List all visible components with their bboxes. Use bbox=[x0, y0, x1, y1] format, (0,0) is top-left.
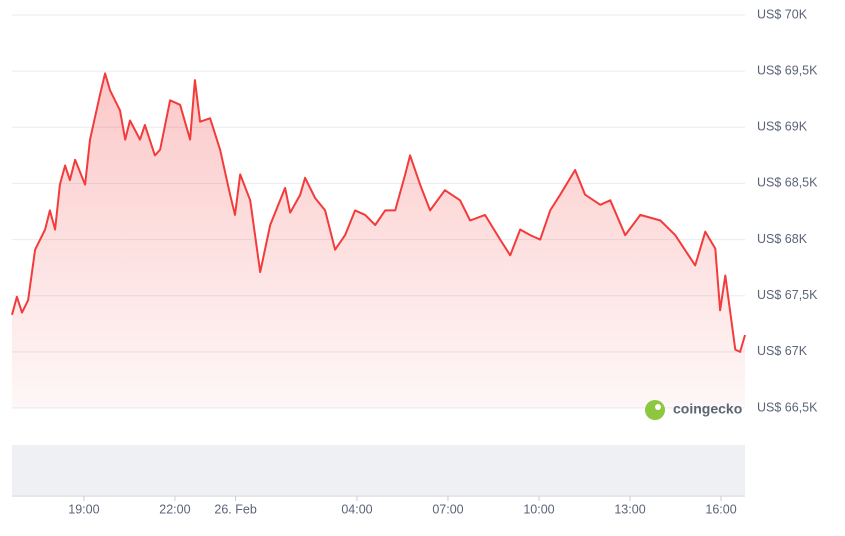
x-tick-label: 10:00 bbox=[523, 502, 554, 516]
y-tick-label: US$ 69K bbox=[757, 120, 808, 134]
x-tick-label: 22:00 bbox=[159, 502, 190, 516]
x-tick-label: 04:00 bbox=[341, 502, 372, 516]
x-tick-label: 07:00 bbox=[432, 502, 463, 516]
watermark: coingecko bbox=[673, 401, 742, 417]
logo-icon bbox=[645, 400, 665, 420]
x-tick-label: 13:00 bbox=[614, 502, 645, 516]
price-line bbox=[11, 72, 746, 353]
x-tick-label: 16:00 bbox=[705, 502, 736, 516]
logo-eye bbox=[655, 404, 661, 410]
y-tick-label: US$ 70K bbox=[757, 7, 808, 21]
y-tick-label: US$ 67K bbox=[757, 344, 808, 358]
y-tick-label: US$ 69,5K bbox=[757, 63, 818, 77]
y-tick-label: US$ 67,5K bbox=[757, 288, 818, 302]
y-tick-label: US$ 68,5K bbox=[757, 176, 818, 190]
y-tick-label: US$ 68K bbox=[757, 232, 808, 246]
volume-band bbox=[12, 445, 745, 495]
x-tick-label: 19:00 bbox=[68, 502, 99, 516]
y-tick-label: US$ 66,5K bbox=[757, 400, 818, 414]
area-fill bbox=[12, 73, 745, 409]
x-tick-label: 26. Feb bbox=[214, 502, 256, 516]
